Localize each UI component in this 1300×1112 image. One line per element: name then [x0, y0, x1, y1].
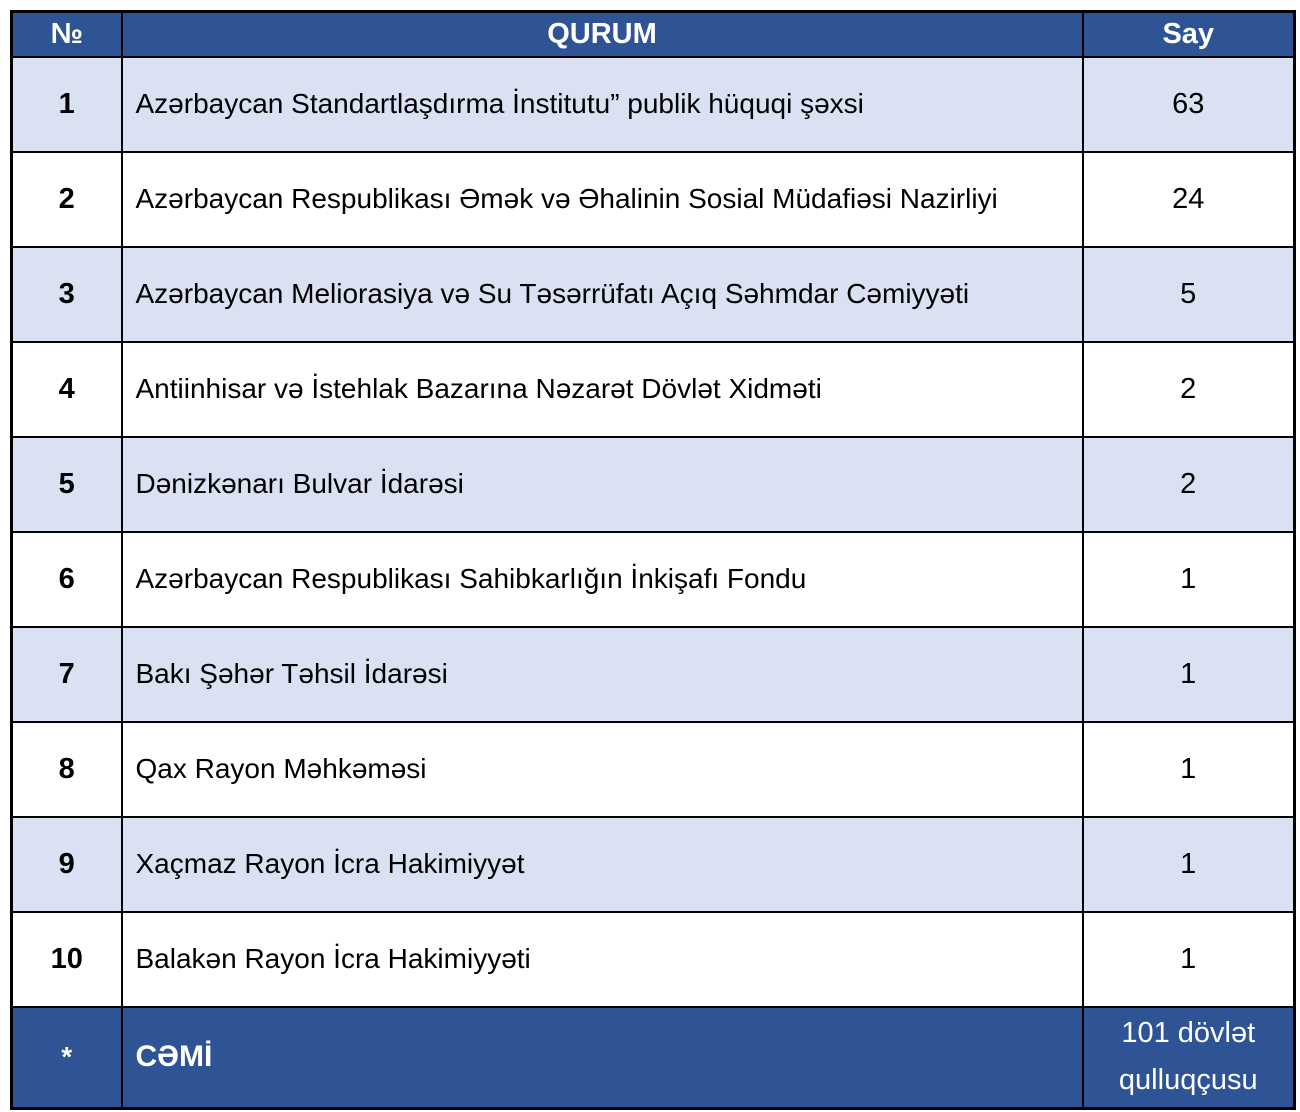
org-name: Qax Rayon Məhkəməsi	[120, 720, 1084, 818]
table-row: 7 Bakı Şəhər Təhsil İdarəsi 1	[10, 625, 1296, 723]
header-cell-say: Say	[1081, 10, 1296, 58]
table-row: 3 Azərbaycan Meliorasiya və Su Təsərrüfa…	[10, 245, 1296, 343]
row-number: 2	[10, 150, 123, 248]
org-count: 2	[1081, 435, 1296, 533]
org-count: 2	[1081, 340, 1296, 438]
table-body: 1 Azərbaycan Standartlaşdırma İnstitutu”…	[10, 55, 1296, 1008]
org-count: 1	[1081, 625, 1296, 723]
org-name: Azərbaycan Respublikası Əmək və Əhalinin…	[120, 150, 1084, 248]
org-count: 63	[1081, 55, 1296, 153]
table-row: 8 Qax Rayon Məhkəməsi 1	[10, 720, 1296, 818]
table-row: 9 Xaçmaz Rayon İcra Hakimiyyət 1	[10, 815, 1296, 913]
org-count-table: № QURUM Say 1 Azərbaycan Standartlaşdırm…	[10, 10, 1296, 1111]
org-name: Azərbaycan Standartlaşdırma İnstitutu” p…	[120, 55, 1084, 153]
table-header: № QURUM Say	[10, 10, 1296, 58]
org-name: Antiinhisar və İstehlak Bazarına Nəzarət…	[120, 340, 1084, 438]
org-count: 1	[1081, 910, 1296, 1008]
table-row: 4 Antiinhisar və İstehlak Bazarına Nəzar…	[10, 340, 1296, 438]
row-number: 9	[10, 815, 123, 913]
row-number: 4	[10, 340, 123, 438]
row-number: 10	[10, 910, 123, 1008]
row-number: 5	[10, 435, 123, 533]
table-row: 10 Balakən Rayon İcra Hakimiyyəti 1	[10, 910, 1296, 1008]
org-count-table-container: № QURUM Say 1 Azərbaycan Standartlaşdırm…	[10, 10, 1296, 1111]
table-row: 1 Azərbaycan Standartlaşdırma İnstitutu”…	[10, 55, 1296, 153]
table-footer: * CƏMİ 101 dövlət qulluqçusu	[10, 1005, 1296, 1110]
org-count: 5	[1081, 245, 1296, 343]
org-count: 1	[1081, 530, 1296, 628]
org-name: Xaçmaz Rayon İcra Hakimiyyət	[120, 815, 1084, 913]
row-number: 6	[10, 530, 123, 628]
org-name: Dənizkənarı Bulvar İdarəsi	[120, 435, 1084, 533]
org-count: 24	[1081, 150, 1296, 248]
total-label: CƏMİ	[120, 1005, 1084, 1110]
total-row: * CƏMİ 101 dövlət qulluqçusu	[10, 1005, 1296, 1110]
table-row: 6 Azərbaycan Respublikası Sahibkarlığın …	[10, 530, 1296, 628]
table-row: 5 Dənizkənarı Bulvar İdarəsi 2	[10, 435, 1296, 533]
org-name: Balakən Rayon İcra Hakimiyyəti	[120, 910, 1084, 1008]
org-name: Azərbaycan Respublikası Sahibkarlığın İn…	[120, 530, 1084, 628]
header-row: № QURUM Say	[10, 10, 1296, 58]
header-cell-qurum: QURUM	[120, 10, 1084, 58]
row-number: 3	[10, 245, 123, 343]
row-number: 8	[10, 720, 123, 818]
org-name: Bakı Şəhər Təhsil İdarəsi	[120, 625, 1084, 723]
header-cell-no: №	[10, 10, 123, 58]
org-name: Azərbaycan Meliorasiya və Su Təsərrüfatı…	[120, 245, 1084, 343]
org-count: 1	[1081, 720, 1296, 818]
total-marker: *	[10, 1005, 123, 1110]
org-count: 1	[1081, 815, 1296, 913]
row-number: 7	[10, 625, 123, 723]
row-number: 1	[10, 55, 123, 153]
total-value: 101 dövlət qulluqçusu	[1081, 1005, 1296, 1110]
table-row: 2 Azərbaycan Respublikası Əmək və Əhalin…	[10, 150, 1296, 248]
